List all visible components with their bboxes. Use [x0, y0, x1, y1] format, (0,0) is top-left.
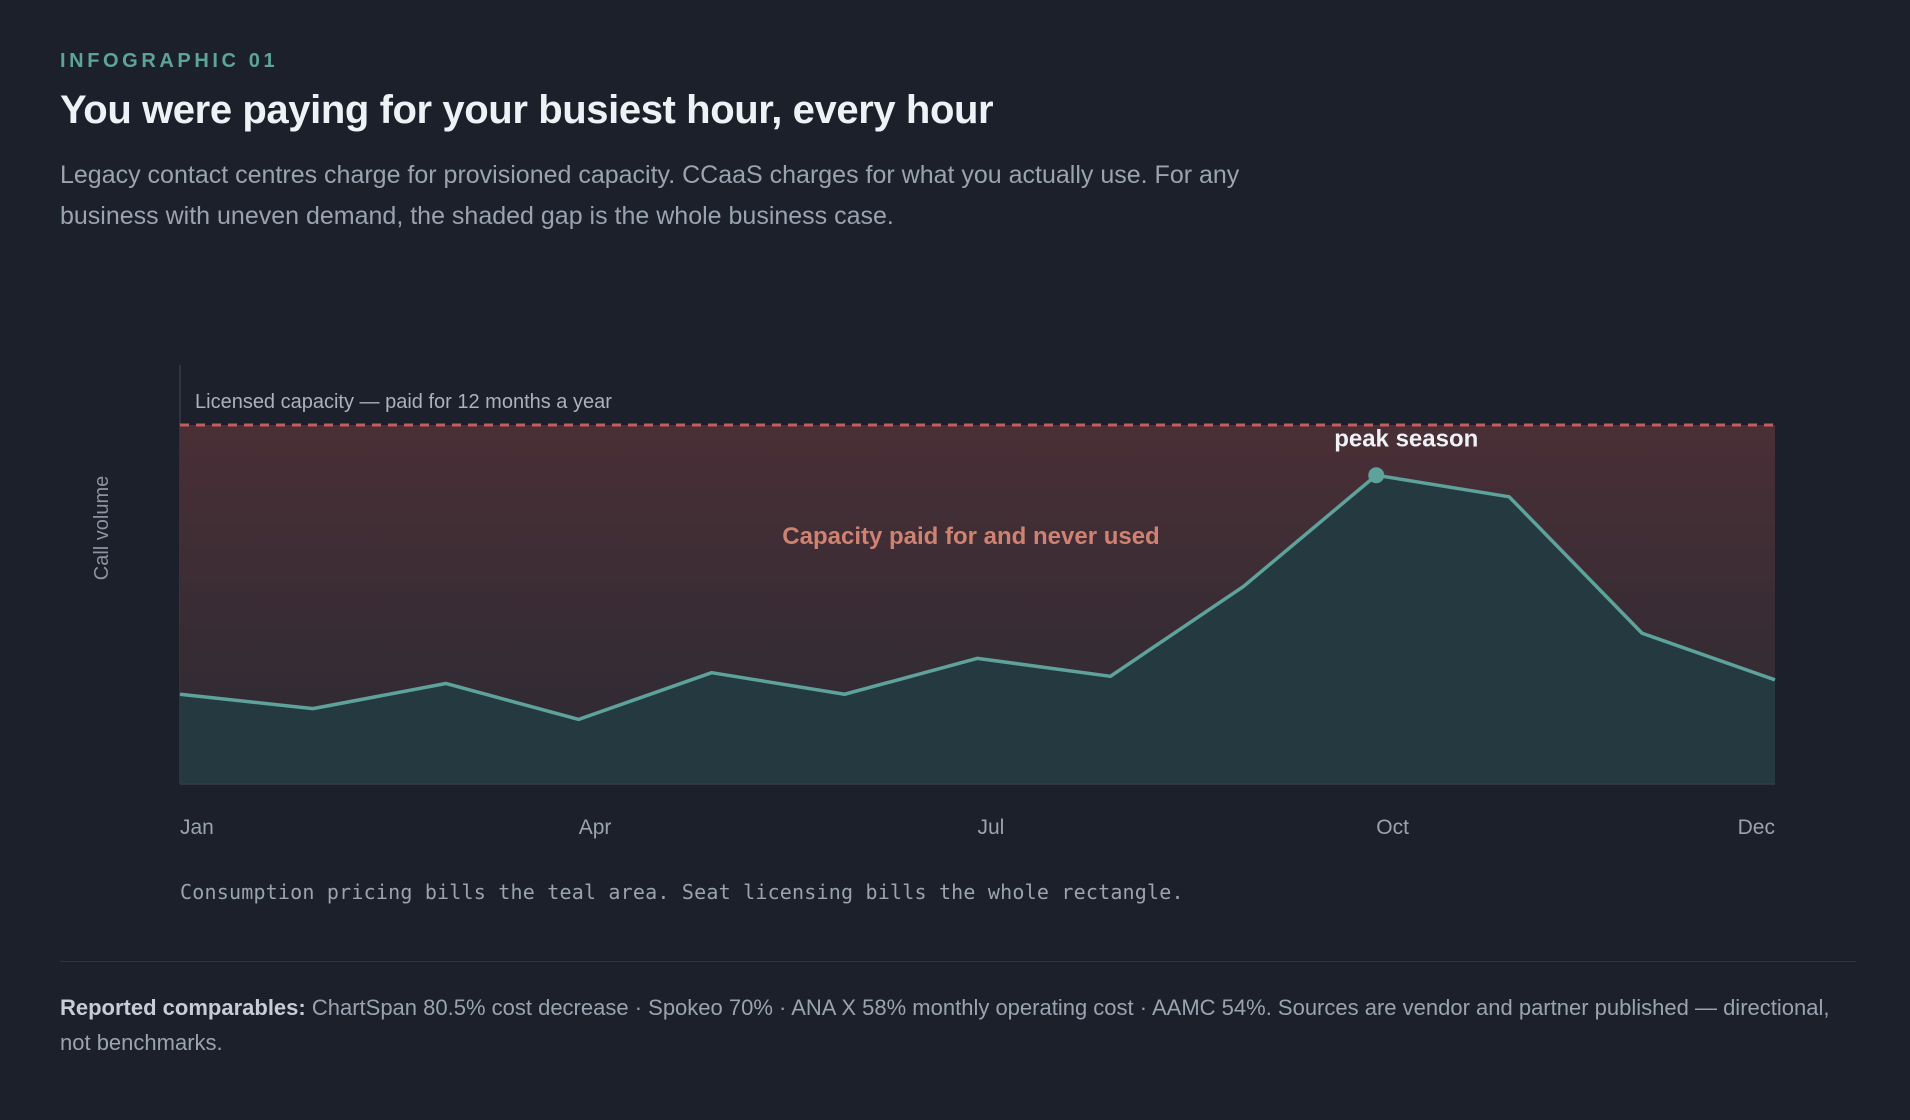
eyebrow-label: INFOGRAPHIC 01 [60, 50, 279, 72]
capacity-line-label: Licensed capacity — paid for 12 months a… [195, 391, 612, 413]
x-tick-label: Dec [1738, 816, 1775, 839]
page-title: You were paying for your busiest hour, e… [60, 88, 994, 132]
comparables-footnote: Reported comparables: ChartSpan 80.5% co… [60, 990, 1850, 1060]
x-tick-label: Oct [1376, 816, 1409, 839]
chart-container: Licensed capacity — paid for 12 months a… [0, 340, 1910, 860]
usage-area [180, 475, 1775, 784]
footnote-body: ChartSpan 80.5% cost decrease · Spokeo 7… [60, 995, 1830, 1055]
x-tick-label: Apr [579, 816, 612, 839]
x-tick-label: Jul [978, 816, 1005, 839]
page-subtitle: Legacy contact centres charge for provis… [60, 161, 1240, 230]
area-chart: Licensed capacity — paid for 12 months a… [91, 365, 1776, 839]
chart-caption: Consumption pricing bills the teal area.… [180, 880, 1184, 904]
footnote-lead: Reported comparables: [60, 995, 306, 1020]
peak-season-label: peak season [1334, 425, 1478, 452]
y-axis-label: Call volume [91, 476, 113, 580]
x-tick-label: Jan [180, 816, 214, 839]
gap-area-label: Capacity paid for and never used [782, 523, 1159, 550]
section-divider [60, 961, 1856, 962]
peak-marker [1368, 467, 1385, 484]
usage-line [179, 473, 1776, 722]
